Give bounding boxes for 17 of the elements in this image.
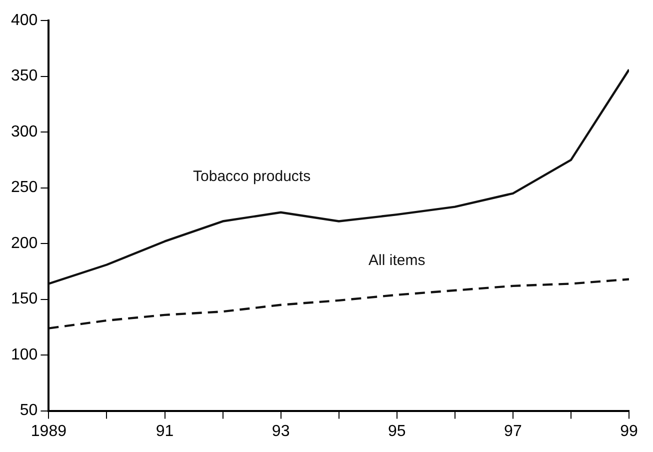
- series-label: All items: [368, 252, 426, 270]
- x-tick-label: 93: [272, 422, 290, 440]
- y-tick-label: 50: [20, 402, 38, 420]
- y-tick-label: 150: [10, 290, 38, 308]
- text: Tobacco products: [193, 168, 311, 185]
- y-tick-label: 300: [10, 123, 38, 140]
- line-series: [48, 278, 629, 330]
- x-tick-label: 97: [504, 422, 522, 440]
- y-tick-label: 350: [10, 68, 38, 85]
- y-tick-label: 400: [10, 12, 38, 30]
- y-tick-label: 250: [10, 179, 38, 196]
- x-tick-label: 99: [620, 422, 638, 440]
- x-tick-label: 95: [388, 422, 406, 440]
- x-tick-label: 1989: [30, 422, 67, 440]
- y-tick-label: 100: [10, 346, 38, 364]
- x-tick-label: 91: [156, 422, 174, 440]
- y-tick-label: 200: [10, 234, 38, 252]
